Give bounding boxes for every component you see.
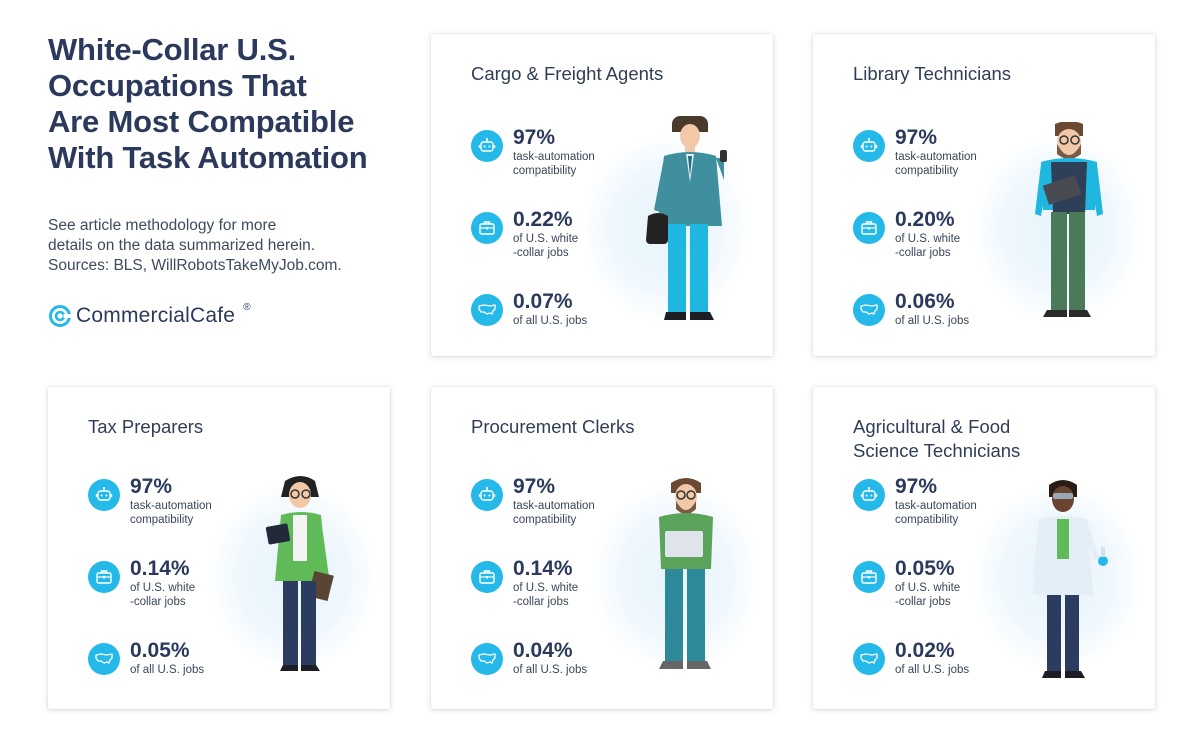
- stat-label: of all U.S. jobs: [130, 664, 205, 676]
- stat-value: 97%: [895, 126, 938, 149]
- card-title: Tax Preparers: [88, 416, 204, 437]
- stat-all-jobs: 0.05% of all U.S. jobs: [88, 639, 230, 677]
- stat-value: 97%: [895, 475, 938, 498]
- stat-value: 0.20%: [895, 208, 955, 231]
- stat-white-collar: 0.05% of U.S. white -collar jobs: [853, 557, 995, 609]
- stat-all-jobs: 0.04% of all U.S. jobs: [471, 639, 613, 677]
- man-with-tablet-illustration: [659, 478, 713, 669]
- stat-automation: 97% task-automation compatibility: [88, 475, 230, 527]
- briefcase-icon: [853, 561, 885, 593]
- brand-logo: CommercialCafe ®: [48, 301, 251, 328]
- card-title: Procurement Clerks: [471, 416, 635, 437]
- robot-icon: [88, 479, 120, 511]
- stat-automation: 97% task-automation compatibility: [853, 126, 995, 178]
- occupation-card-agricultural: Agricultural & Food Science Technicians 9…: [813, 387, 1155, 709]
- stat-value: 0.07%: [513, 290, 573, 313]
- note-line: details on the data summarized herein.: [48, 237, 316, 254]
- occupation-card-library: Library Technicians 97% task-automation c…: [813, 34, 1155, 356]
- title-line: White-Collar U.S.: [48, 32, 297, 67]
- briefcase-icon: [471, 212, 503, 244]
- occupation-card-cargo: Cargo & Freight Agents 97% task-automati…: [431, 34, 773, 356]
- stat-value: 0.04%: [513, 639, 573, 662]
- robot-icon: [853, 130, 885, 162]
- us-map-icon: [853, 643, 885, 675]
- briefcase-icon: [88, 561, 120, 593]
- stat-label: task-automation compatibility: [513, 151, 595, 177]
- us-map-icon: [853, 294, 885, 326]
- stat-label: of all U.S. jobs: [895, 664, 970, 676]
- title-line: Are Most Compatible: [48, 104, 355, 139]
- stat-white-collar: 0.14% of U.S. white -collar jobs: [471, 557, 613, 609]
- card-title: Cargo & Freight Agents: [471, 63, 664, 84]
- stat-value: 0.06%: [895, 290, 955, 313]
- stat-label: of U.S. white -collar jobs: [513, 233, 579, 259]
- stat-label: task-automation compatibility: [895, 151, 977, 177]
- stat-value: 97%: [513, 126, 556, 149]
- methodology-note: See article methodology for more details…: [48, 216, 408, 276]
- stat-label: task-automation compatibility: [895, 500, 977, 526]
- stat-label: of U.S. white -collar jobs: [895, 582, 961, 608]
- stat-label: of all U.S. jobs: [895, 315, 970, 327]
- stat-automation: 97% task-automation compatibility: [471, 475, 613, 527]
- occupation-card-procurement: Procurement Clerks 97% task-automation co…: [431, 387, 773, 709]
- briefcase-icon: [471, 561, 503, 593]
- registered-mark: ®: [243, 301, 251, 313]
- stat-automation: 97% task-automation compatibility: [471, 126, 613, 178]
- title-line: Occupations That: [48, 68, 307, 103]
- woman-with-tablet-illustration: [265, 476, 334, 671]
- brand-name: CommercialCafe: [76, 304, 236, 327]
- bearded-man-with-book-illustration: [1035, 122, 1103, 317]
- stat-all-jobs: 0.07% of all U.S. jobs: [471, 290, 613, 328]
- stat-value: 97%: [130, 475, 173, 498]
- stat-white-collar: 0.14% of U.S. white -collar jobs: [88, 557, 230, 609]
- stat-value: 0.02%: [895, 639, 955, 662]
- stat-value: 0.22%: [513, 208, 573, 231]
- man-in-suit-illustration: [646, 116, 727, 320]
- occupation-card-tax: Tax Preparers 97% task-automation compati…: [48, 387, 390, 709]
- intro: White-Collar U.S. Occupations That Are M…: [48, 32, 408, 276]
- page-title: White-Collar U.S. Occupations That Are M…: [48, 32, 408, 176]
- stat-label: of U.S. white -collar jobs: [895, 233, 961, 259]
- stat-label: of all U.S. jobs: [513, 664, 588, 676]
- commercialcafe-logo-icon: [49, 305, 72, 327]
- note-line: See article methodology for more: [48, 217, 277, 234]
- stat-white-collar: 0.20% of U.S. white -collar jobs: [853, 208, 995, 260]
- card-title: Library Technicians: [853, 63, 1012, 84]
- title-line: With Task Automation: [48, 140, 368, 175]
- stat-all-jobs: 0.02% of all U.S. jobs: [853, 639, 995, 677]
- us-map-icon: [471, 643, 503, 675]
- stat-value: 0.05%: [130, 639, 190, 662]
- robot-icon: [471, 479, 503, 511]
- stat-label: task-automation compatibility: [130, 500, 212, 526]
- us-map-icon: [471, 294, 503, 326]
- scientist-in-lab-coat-illustration: [1033, 480, 1108, 678]
- stat-value: 0.14%: [513, 557, 573, 580]
- us-map-icon: [88, 643, 120, 675]
- stat-label: of all U.S. jobs: [513, 315, 588, 327]
- stat-automation: 97% task-automation compatibility: [853, 475, 995, 527]
- robot-icon: [471, 130, 503, 162]
- stat-value: 97%: [513, 475, 556, 498]
- stat-label: task-automation compatibility: [513, 500, 595, 526]
- stat-white-collar: 0.22% of U.S. white -collar jobs: [471, 208, 613, 260]
- stat-label: of U.S. white -collar jobs: [513, 582, 579, 608]
- stat-all-jobs: 0.06% of all U.S. jobs: [853, 290, 995, 328]
- card-title: Agricultural & Food Science Technicians: [853, 416, 1021, 461]
- robot-icon: [853, 479, 885, 511]
- note-line: Sources: BLS, WillRobotsTakeMyJob.com.: [48, 257, 342, 274]
- briefcase-icon: [853, 212, 885, 244]
- stat-value: 0.05%: [895, 557, 955, 580]
- stat-value: 0.14%: [130, 557, 190, 580]
- stat-label: of U.S. white -collar jobs: [130, 582, 196, 608]
